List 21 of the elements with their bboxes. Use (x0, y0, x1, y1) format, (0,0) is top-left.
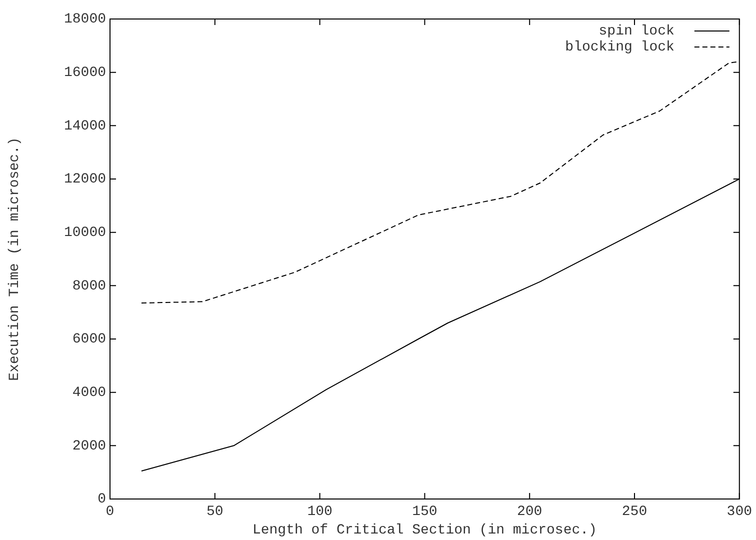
x-tick-label: 50 (206, 504, 224, 520)
y-axis-title: Execution Time (in microsec.) (7, 137, 24, 381)
legend-label: spin lock (598, 24, 674, 40)
x-tick-label: 150 (412, 504, 438, 520)
y-tick-label: 6000 (72, 332, 106, 348)
y-tick-label: 10000 (64, 225, 106, 242)
x-tick-label: 250 (622, 504, 648, 520)
x-tick-label: 100 (307, 504, 332, 520)
y-tick-label: 12000 (64, 172, 106, 188)
y-tick-label: 14000 (64, 118, 106, 134)
legend-label: blocking lock (565, 40, 674, 56)
y-tick-label: 2000 (72, 438, 106, 454)
y-tick-label: 8000 (72, 278, 106, 294)
x-tick-label: 200 (516, 504, 542, 520)
y-tick-label: 16000 (64, 65, 106, 82)
y-tick-label: 4000 (72, 385, 106, 402)
x-tick-label: 300 (726, 504, 752, 520)
line-series (140, 61, 740, 304)
y-tick-label: 0 (98, 492, 106, 508)
y-tick-label: 18000 (64, 12, 106, 28)
x-axis-title: Length of Critical Section (in microsec.) (252, 522, 597, 538)
